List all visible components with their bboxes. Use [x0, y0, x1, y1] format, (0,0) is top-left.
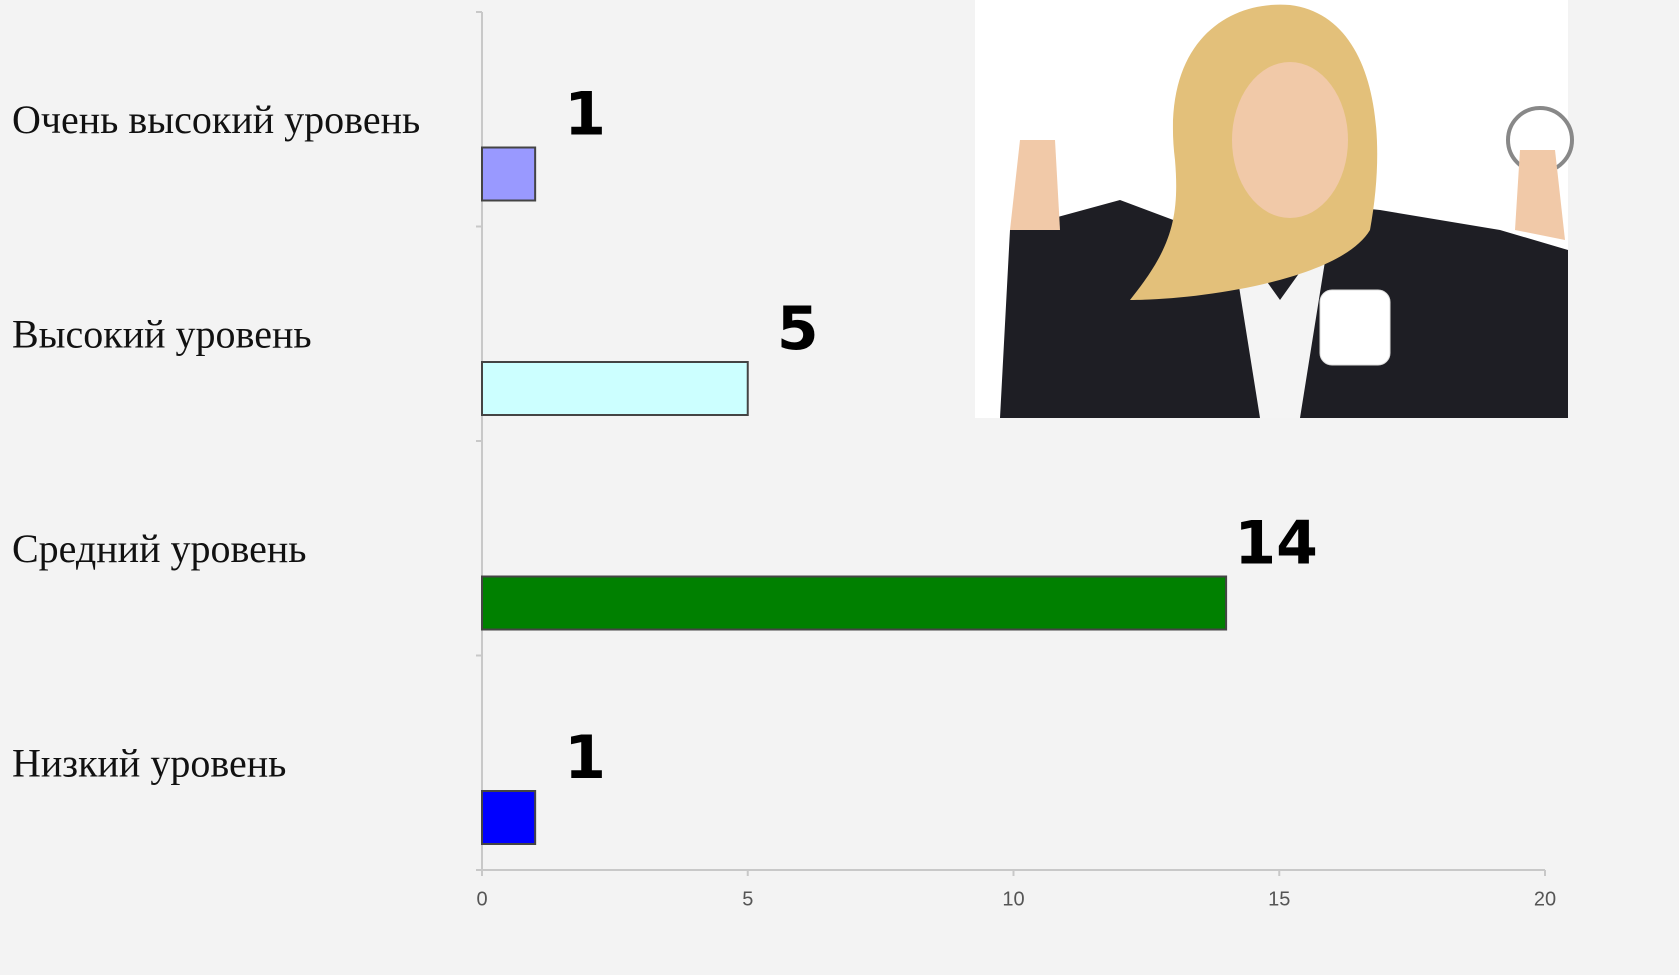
x-tick-label: 15 — [1268, 888, 1290, 910]
bar — [481, 790, 537, 845]
x-tick-label: 0 — [476, 888, 487, 910]
category-label: Низкий уровень — [12, 741, 286, 786]
data-label: 1 — [564, 723, 606, 793]
data-label: 1 — [564, 80, 606, 150]
bar — [481, 361, 749, 416]
category-label: Очень высокий уровень — [12, 97, 420, 142]
photo — [975, 0, 1574, 418]
x-tick-label: 20 — [1534, 888, 1556, 910]
category-label: Средний уровень — [12, 526, 307, 571]
data-label: 14 — [1234, 509, 1318, 579]
x-tick-label: 10 — [1002, 888, 1024, 910]
bar — [481, 146, 537, 202]
bar — [481, 575, 1228, 631]
data-label: 5 — [777, 294, 819, 364]
category-label: Высокий уровень — [12, 312, 312, 357]
x-tick-label: 5 — [742, 888, 753, 910]
